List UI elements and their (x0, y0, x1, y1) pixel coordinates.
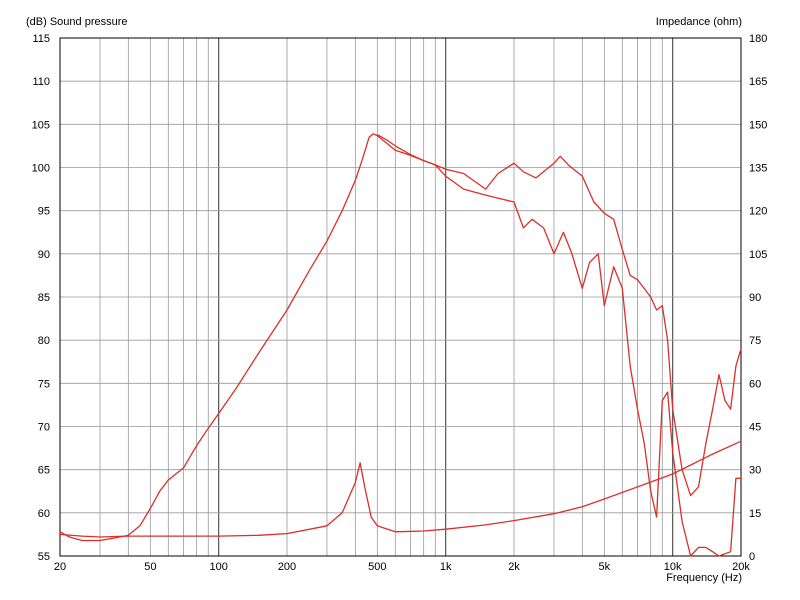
series-layer (59, 133, 742, 557)
x-tick-label: 2k (508, 561, 520, 573)
series-line-2 (59, 440, 742, 538)
horizontal-gridlines (60, 37, 741, 557)
x-tick-label: 20 (54, 561, 66, 573)
series-line-3 (376, 134, 741, 557)
x-tick-label: 10k (664, 561, 682, 573)
x-axis-label: Frequency (Hz) (666, 572, 742, 584)
y-left-tick-label: 80 (38, 335, 50, 347)
x-tick-label: 500 (368, 561, 386, 573)
y-right-tick-label: 165 (749, 76, 767, 88)
y-right-tick-label: 90 (749, 292, 761, 304)
left-axis-tick-labels: 55 60 65 70 75 80 85 90 95 100 105 110 115 (32, 33, 50, 563)
x-tick-label: 200 (278, 561, 296, 573)
right-axis-label: Impedance (ohm) (655, 16, 742, 28)
y-right-tick-label: 180 (749, 33, 767, 45)
y-left-tick-label: 95 (38, 206, 50, 218)
y-right-tick-label: 0 (749, 551, 755, 563)
y-left-tick-label: 100 (32, 163, 50, 175)
y-left-tick-label: 75 (38, 378, 50, 390)
x-tick-label: 20k (732, 561, 750, 573)
x-tick-label: 5k (599, 561, 611, 573)
y-left-tick-label: 85 (38, 292, 50, 304)
x-axis-tick-labels: 20 50 100 200 500 1k 2k 5k 10k 20k (54, 561, 750, 573)
y-right-tick-label: 15 (749, 508, 761, 520)
y-left-tick-label: 105 (32, 119, 50, 131)
right-axis-tick-labels: 0 15 30 45 60 75 90 105 120 135 150 165 180 (749, 33, 767, 563)
y-left-tick-label: 110 (32, 76, 50, 88)
y-right-tick-label: 75 (749, 335, 761, 347)
x-tick-label: 1k (440, 561, 452, 573)
y-right-tick-label: 60 (749, 378, 761, 390)
y-left-tick-label: 115 (32, 33, 50, 45)
y-left-tick-label: 70 (38, 422, 50, 434)
y-right-tick-label: 30 (749, 465, 761, 477)
y-right-tick-label: 105 (749, 249, 767, 261)
y-right-tick-label: 150 (749, 119, 767, 131)
y-right-tick-label: 45 (749, 422, 761, 434)
y-left-tick-label: 65 (38, 465, 50, 477)
y-right-tick-label: 135 (749, 163, 767, 175)
x-tick-label: 50 (144, 561, 156, 573)
y-right-tick-label: 120 (749, 206, 767, 218)
series-line-1 (59, 133, 742, 542)
left-axis-label: (dB) Sound pressure (26, 16, 128, 28)
y-left-tick-label: 55 (38, 551, 50, 563)
x-tick-label: 100 (209, 561, 227, 573)
y-left-tick-label: 90 (38, 249, 50, 261)
y-left-tick-label: 60 (38, 508, 50, 520)
plot-frame (59, 37, 742, 557)
